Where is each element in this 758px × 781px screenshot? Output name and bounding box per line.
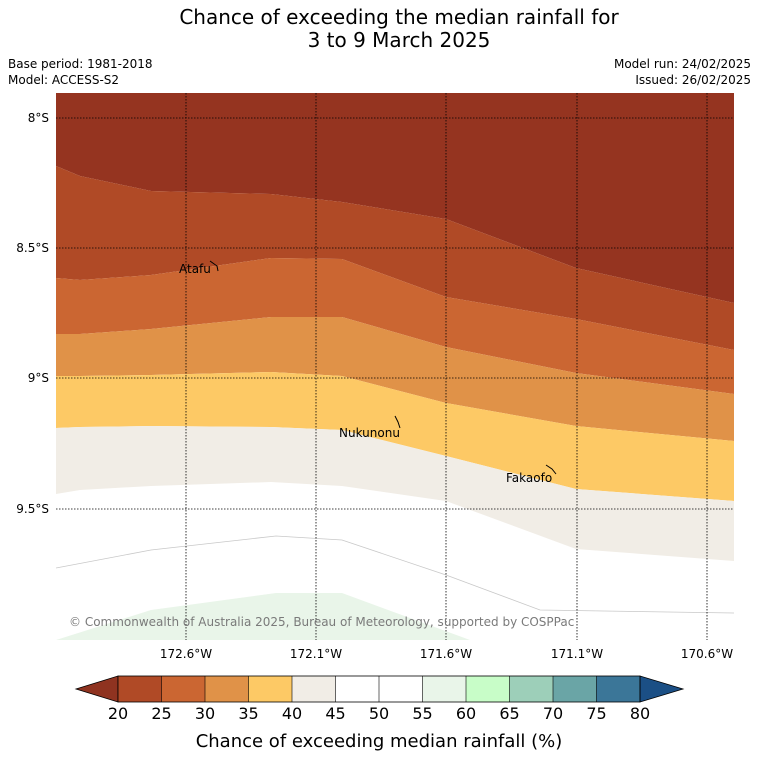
colorbar-outline <box>117 675 641 703</box>
colorbar-segment <box>553 676 597 702</box>
lat-label-9s: 9°S <box>28 371 49 385</box>
colorbar-segment <box>379 676 423 702</box>
colorbar-segment <box>118 676 162 702</box>
contour-band-35-40 <box>56 372 734 501</box>
lon-label-172-1w: 172.1°W <box>290 647 342 661</box>
map-title-line-2: 3 to 9 March 2025 <box>307 28 491 52</box>
base-period-text: Base period: 1981-2018 <box>8 57 153 71</box>
colorbar <box>74 675 685 703</box>
colorbar-segment <box>509 676 553 702</box>
fakaofo-island <box>545 464 557 475</box>
colorbar-segment <box>422 676 466 702</box>
colorbar-tick-label: 60 <box>455 704 477 723</box>
place-label-nukunonu: Nukunonu <box>339 426 400 440</box>
colorbar-segment <box>335 676 379 702</box>
colorbar-tick-label: 20 <box>107 704 129 723</box>
colorbar-segment <box>466 676 510 702</box>
lon-label-172-6w: 172.6°W <box>160 647 212 661</box>
colorbar-segment <box>205 676 249 702</box>
nukunonu-island <box>394 415 401 429</box>
colorbar-tick-label: 80 <box>629 704 651 723</box>
contour-band-20-25 <box>56 166 734 350</box>
colorbar-tick-label: 40 <box>281 704 303 723</box>
model-run-text: Model run: 24/02/2025 <box>613 57 751 71</box>
contour-band-30-35 <box>56 317 734 441</box>
contour-band-below-20 <box>56 93 734 303</box>
colorbar-segment <box>161 676 205 702</box>
probability-contours <box>56 93 734 640</box>
map-title-line-1: Chance of exceeding the median rainfall … <box>179 5 619 29</box>
lon-label-171-6w: 171.6°W <box>420 647 472 661</box>
colorbar-segment <box>248 676 292 702</box>
colorbar-tick-label: 45 <box>325 704 346 723</box>
colorbar-tick-label: 65 <box>499 704 520 723</box>
colorbar-segment <box>292 676 336 702</box>
island-outlines <box>209 260 557 475</box>
place-label-fakaofo: Fakaofo <box>506 471 552 485</box>
issued-text: Issued: 26/02/2025 <box>635 73 751 87</box>
contour-band-55-60 <box>56 593 470 640</box>
lat-label-8s: 8°S <box>28 111 49 125</box>
colorbar-segment <box>596 676 640 702</box>
colorbar-tick-label: 75 <box>586 704 607 723</box>
colorbar-tick-label: 30 <box>194 704 216 723</box>
colorbar-tick-label: 55 <box>412 704 433 723</box>
colorbar-tick-label: 35 <box>238 704 259 723</box>
lon-label-170-6w: 170.6°W <box>681 647 733 661</box>
model-text: Model: ACCESS-S2 <box>8 73 120 87</box>
place-label-atafu: Atafu <box>179 262 211 276</box>
map-gridlines <box>56 93 734 640</box>
colorbar-extend-low <box>74 675 119 703</box>
contour-band-25-30 <box>56 258 734 394</box>
colorbar-tick-label: 70 <box>542 704 564 723</box>
colorbar-tick-label: 25 <box>151 704 172 723</box>
lat-label-8-5s: 8.5°S <box>16 241 49 255</box>
copyright-text: © Commonwealth of Australia 2025, Bureau… <box>69 615 574 629</box>
lon-label-171-1w: 171.1°W <box>551 647 603 661</box>
colorbar-tick-label: 50 <box>368 704 390 723</box>
lat-label-9-5s: 9.5°S <box>16 502 49 516</box>
colorbar-title: Chance of exceeding median rainfall (%) <box>195 731 563 752</box>
atafu-island <box>209 260 219 272</box>
contour-line-50 <box>56 535 734 614</box>
colorbar-extend-high <box>639 675 685 703</box>
contour-band-40-45 <box>56 426 734 561</box>
